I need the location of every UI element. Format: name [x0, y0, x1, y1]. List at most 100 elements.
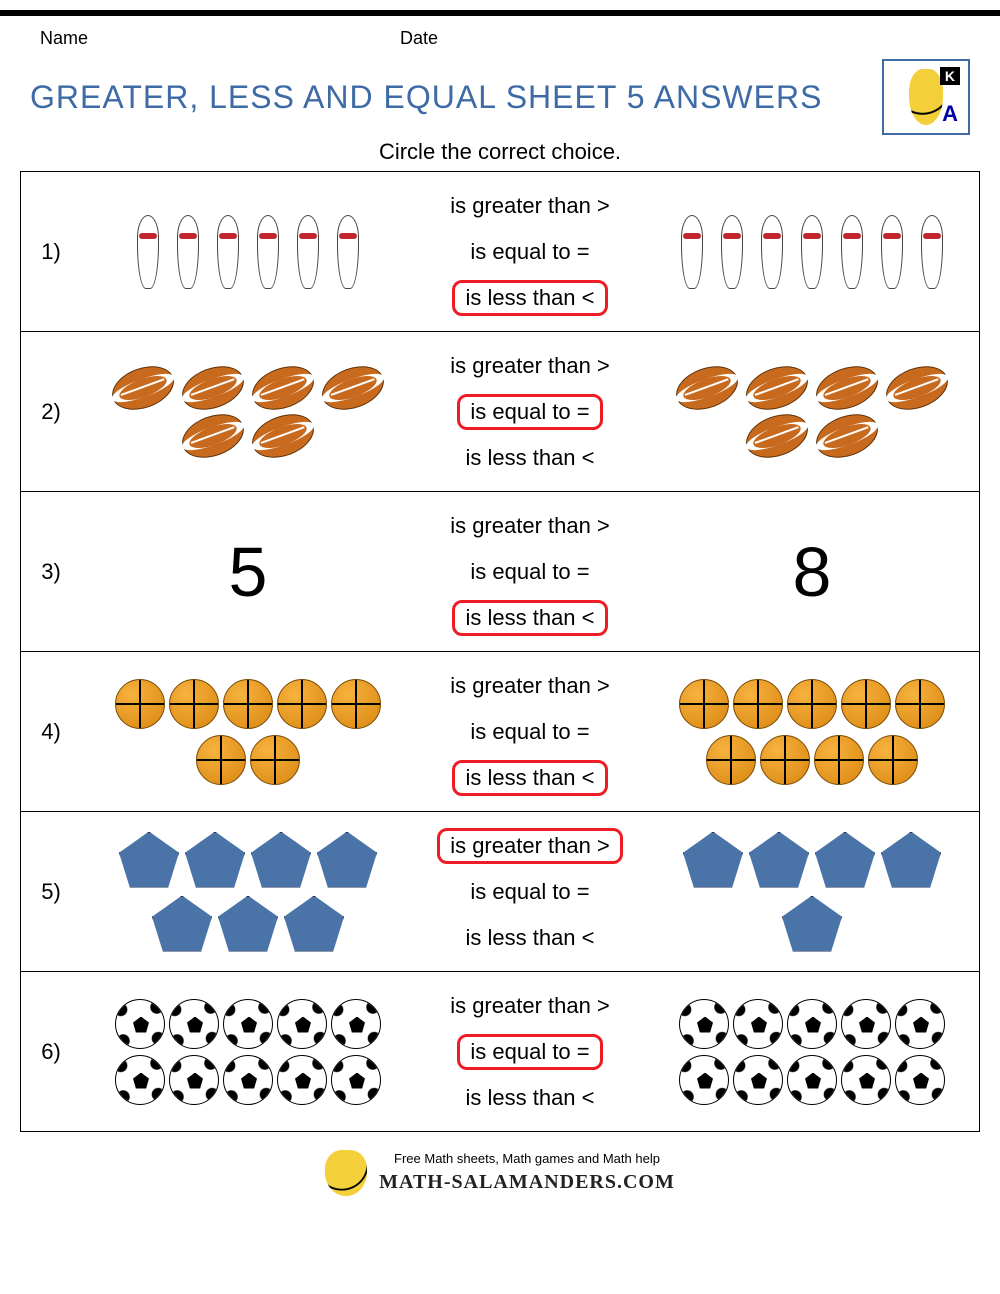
- choice-less: is less than <: [452, 760, 607, 796]
- pin-icon: [293, 215, 323, 289]
- basketball-icon: [814, 735, 864, 785]
- choice-equal: is equal to =: [457, 394, 602, 430]
- worksheet-title: GREATER, LESS AND EQUAL SHEET 5 ANSWERS: [30, 79, 872, 116]
- football-icon: [316, 358, 390, 417]
- right-quantity: [645, 972, 979, 1131]
- left-quantity: [81, 812, 415, 971]
- soccer-group: [88, 998, 408, 1106]
- right-quantity: [645, 652, 979, 811]
- pin-icon: [797, 215, 827, 289]
- soccer-icon: [277, 999, 327, 1049]
- problem-number: 2): [21, 332, 81, 491]
- choice-greater: is greater than >: [437, 988, 623, 1024]
- footer-site: MATH-SALAMANDERS.COM: [379, 1168, 675, 1196]
- soccer-icon: [841, 1055, 891, 1105]
- soccer-icon: [331, 999, 381, 1049]
- football-icon: [246, 406, 320, 465]
- pentagon-icon: [683, 832, 743, 888]
- pentagon-group: [88, 830, 408, 954]
- soccer-icon: [277, 1055, 327, 1105]
- basketball-icon: [733, 679, 783, 729]
- instruction: Circle the correct choice.: [0, 137, 1000, 171]
- pin-icon: [917, 215, 947, 289]
- pin-icon: [173, 215, 203, 289]
- pentagon-icon: [749, 832, 809, 888]
- soccer-icon: [223, 1055, 273, 1105]
- header-labels: Name Date: [0, 16, 1000, 55]
- date-label: Date: [400, 28, 438, 49]
- choice-less: is less than <: [452, 280, 607, 316]
- name-label: Name: [40, 28, 400, 49]
- football-icon: [810, 406, 884, 465]
- soccer-icon: [169, 999, 219, 1049]
- football-icon: [740, 406, 814, 465]
- choice-greater: is greater than >: [437, 668, 623, 704]
- problem-number: 5): [21, 812, 81, 971]
- choice-column: is greater than > is equal to = is less th…: [415, 652, 645, 811]
- football-icon: [810, 358, 884, 417]
- salamander-icon: [325, 1150, 367, 1196]
- problem-row: 1)is greater than >is equal to =is less …: [21, 172, 979, 332]
- soccer-icon: [787, 1055, 837, 1105]
- football-icon: [176, 358, 250, 417]
- choice-greater: is greater than >: [437, 348, 623, 384]
- choice-less: is less than <: [452, 440, 607, 476]
- problem-row: 2) is greater than > is equal to = is less …: [21, 332, 979, 492]
- pin-icon: [333, 215, 363, 289]
- pentagon-icon: [251, 832, 311, 888]
- choice-equal: is equal to =: [457, 554, 602, 590]
- problem-number: 3): [21, 492, 81, 651]
- problem-row: 3) 5 is greater than >is equal to =is less…: [21, 492, 979, 652]
- basketball-group: [652, 678, 972, 786]
- soccer-icon: [841, 999, 891, 1049]
- pin-icon: [677, 215, 707, 289]
- choice-column: is greater than > is equal to = is less th…: [415, 332, 645, 491]
- basketball-icon: [250, 735, 300, 785]
- pentagon-icon: [317, 832, 377, 888]
- soccer-icon: [169, 1055, 219, 1105]
- pin-icon: [877, 215, 907, 289]
- pin-icon: [757, 215, 787, 289]
- pentagon-icon: [119, 832, 179, 888]
- number-value: 5: [229, 532, 268, 612]
- soccer-icon: [115, 999, 165, 1049]
- choice-equal: is equal to =: [457, 714, 602, 750]
- pentagon-icon: [284, 896, 344, 952]
- football-icon: [246, 358, 320, 417]
- problems-grid: 1)is greater than >is equal to =is less …: [20, 171, 980, 1132]
- left-quantity: [81, 652, 415, 811]
- title-row: GREATER, LESS AND EQUAL SHEET 5 ANSWERS …: [0, 55, 1000, 137]
- pentagon-icon: [152, 896, 212, 952]
- football-icon: [740, 358, 814, 417]
- basketball-icon: [115, 679, 165, 729]
- choice-column: is greater than >is equal to =is less th…: [415, 492, 645, 651]
- right-quantity: [645, 812, 979, 971]
- soccer-icon: [679, 1055, 729, 1105]
- logo-box: K A: [882, 59, 970, 135]
- soccer-icon: [733, 1055, 783, 1105]
- soccer-group: [652, 998, 972, 1106]
- soccer-icon: [895, 999, 945, 1049]
- grade-badge: K: [940, 67, 960, 85]
- basketball-icon: [760, 735, 810, 785]
- basketball-icon: [868, 735, 918, 785]
- soccer-icon: [331, 1055, 381, 1105]
- choice-equal: is equal to =: [457, 234, 602, 270]
- football-icon: [880, 358, 954, 417]
- right-quantity: [645, 172, 979, 331]
- pin-icon: [213, 215, 243, 289]
- choice-column: is greater than >is equal to =is less th…: [415, 812, 645, 971]
- choice-equal: is equal to =: [457, 1034, 602, 1070]
- soccer-icon: [223, 999, 273, 1049]
- football-icon: [176, 406, 250, 465]
- soccer-icon: [115, 1055, 165, 1105]
- logo-letter-icon: A: [942, 101, 958, 127]
- pin-icon: [837, 215, 867, 289]
- salamander-icon: [909, 69, 943, 125]
- basketball-icon: [331, 679, 381, 729]
- football-group: [88, 366, 408, 458]
- soccer-icon: [679, 999, 729, 1049]
- choice-less: is less than <: [452, 920, 607, 956]
- pin-group: [129, 215, 367, 289]
- choice-equal: is equal to =: [457, 874, 602, 910]
